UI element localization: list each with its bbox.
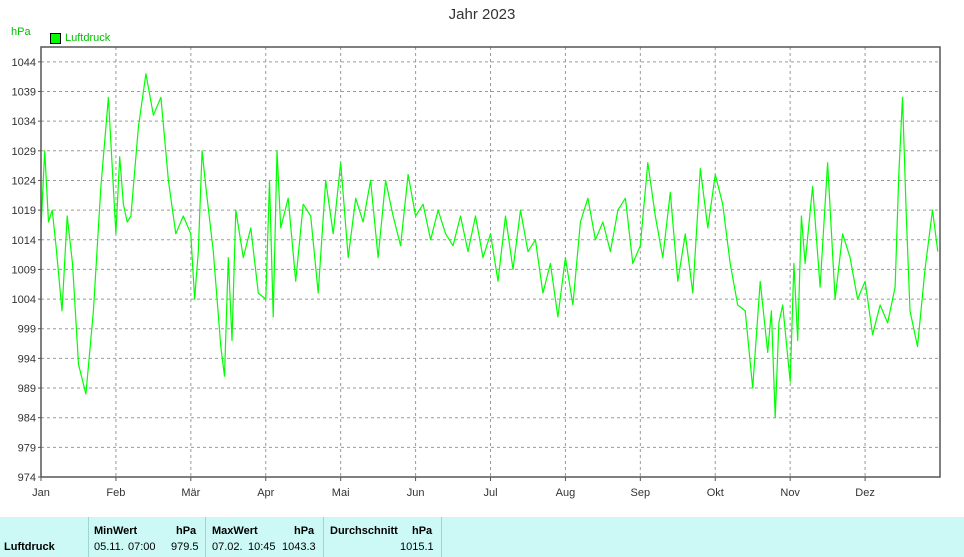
series-line-luftdruck xyxy=(40,73,939,419)
stats-bar: Luftdruck MinWert hPa 05.11. 07:00 979.5… xyxy=(0,517,964,557)
chart: 1044 1039 1034 1029 1024 1019 1014 1009 1004 999 9… xyxy=(12,46,941,499)
x-tick-label: Jul xyxy=(483,487,497,499)
y-tick-label: 1014 xyxy=(12,235,36,247)
y-tick-label: 979 xyxy=(18,442,36,454)
y-tick-label: 994 xyxy=(18,353,36,365)
x-tick-label: Mai xyxy=(332,487,350,499)
x-tick-label: Sep xyxy=(631,487,651,499)
avg-header: Durchschnitt xyxy=(330,525,398,537)
plot-area xyxy=(41,47,940,477)
min-header: MinWert xyxy=(94,525,138,537)
avg-value: 1015.1 xyxy=(400,541,434,553)
y-tick-label: 984 xyxy=(18,413,36,425)
min-unit: hPa xyxy=(176,525,197,537)
x-tick-label: Nov xyxy=(780,487,800,499)
plot-frame xyxy=(40,46,941,478)
y-tick-label: 1019 xyxy=(12,205,36,217)
max-value: 1043.3 xyxy=(282,541,316,553)
x-tick-label: Dez xyxy=(855,487,875,499)
stats-separator xyxy=(323,517,324,557)
max-time: 10:45 xyxy=(248,541,276,553)
max-header: MaxWert xyxy=(212,525,258,537)
y-tick-label: 1029 xyxy=(12,146,36,158)
y-axis-unit: hPa xyxy=(11,26,31,38)
y-tick-label: 1004 xyxy=(12,294,36,306)
x-tick-label: Jun xyxy=(407,487,425,499)
x-tick-label: Mär xyxy=(181,487,200,499)
y-tick-label: 1039 xyxy=(12,86,36,98)
stats-separator xyxy=(88,517,89,557)
y-tick-label: 999 xyxy=(18,324,36,336)
legend-label: Luftdruck xyxy=(65,32,111,44)
legend-swatch xyxy=(50,32,61,44)
x-tick-label: Jan xyxy=(32,487,50,499)
y-tick-label: 1034 xyxy=(12,116,36,128)
stats-separator xyxy=(441,517,442,557)
min-value: 979.5 xyxy=(171,541,199,553)
stats-separator xyxy=(205,517,206,557)
y-tick-label: 1009 xyxy=(12,264,36,276)
x-tick-label: Aug xyxy=(556,487,576,499)
stats-series-label: Luftdruck xyxy=(4,541,55,553)
avg-unit: hPa xyxy=(412,525,433,537)
legend: Luftdruck xyxy=(50,32,110,44)
y-tick-label: 1024 xyxy=(12,175,36,187)
y-tick-label: 1044 xyxy=(12,57,36,69)
x-tick-label: Okt xyxy=(707,487,724,499)
x-tick-label: Apr xyxy=(257,487,274,499)
max-unit: hPa xyxy=(294,525,315,537)
min-date: 05.11. xyxy=(94,541,124,553)
y-tick-label: 974 xyxy=(18,472,36,484)
min-time: 07:00 xyxy=(128,541,156,553)
y-tick-label: 989 xyxy=(18,383,36,395)
max-date: 07.02. xyxy=(212,541,243,553)
x-tick-label: Feb xyxy=(106,487,125,499)
chart-title: Jahr 2023 xyxy=(448,6,516,23)
